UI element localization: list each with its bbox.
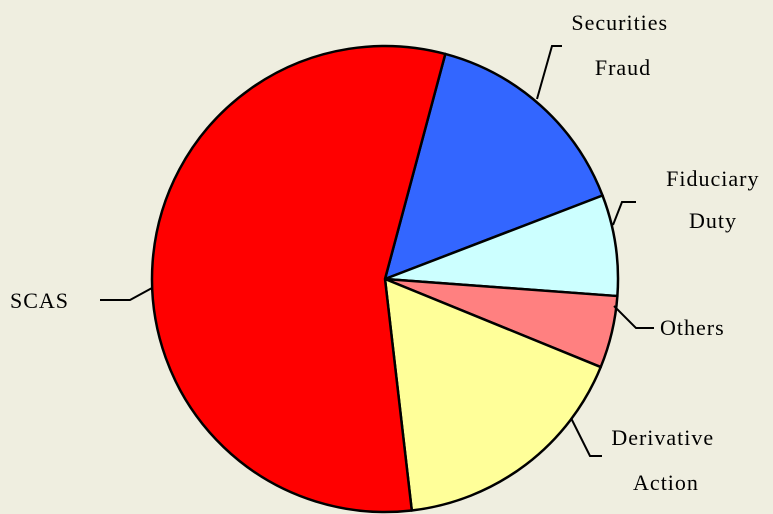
leader-securities-fraud xyxy=(536,45,562,100)
label-fiduciary-duty: Fiduciary Duty xyxy=(666,166,766,233)
label-derivative-action: Derivative Action xyxy=(611,425,720,495)
leader-scas xyxy=(100,287,153,301)
label-scas: SCAS xyxy=(10,288,69,313)
label-securities-fraud: Securities Fraud xyxy=(571,10,674,80)
leader-others xyxy=(613,305,654,329)
slice-fiduciary-duty xyxy=(383,194,620,298)
slice-scas xyxy=(150,44,447,514)
pie-slices xyxy=(150,44,620,514)
label-others: Others xyxy=(660,315,725,340)
leader-fiduciary-duty xyxy=(612,201,636,226)
leader-derivative-action xyxy=(570,417,602,457)
leader-lines xyxy=(100,45,654,457)
slice-securities-fraud xyxy=(383,52,604,281)
slice-derivative-action xyxy=(383,277,602,512)
